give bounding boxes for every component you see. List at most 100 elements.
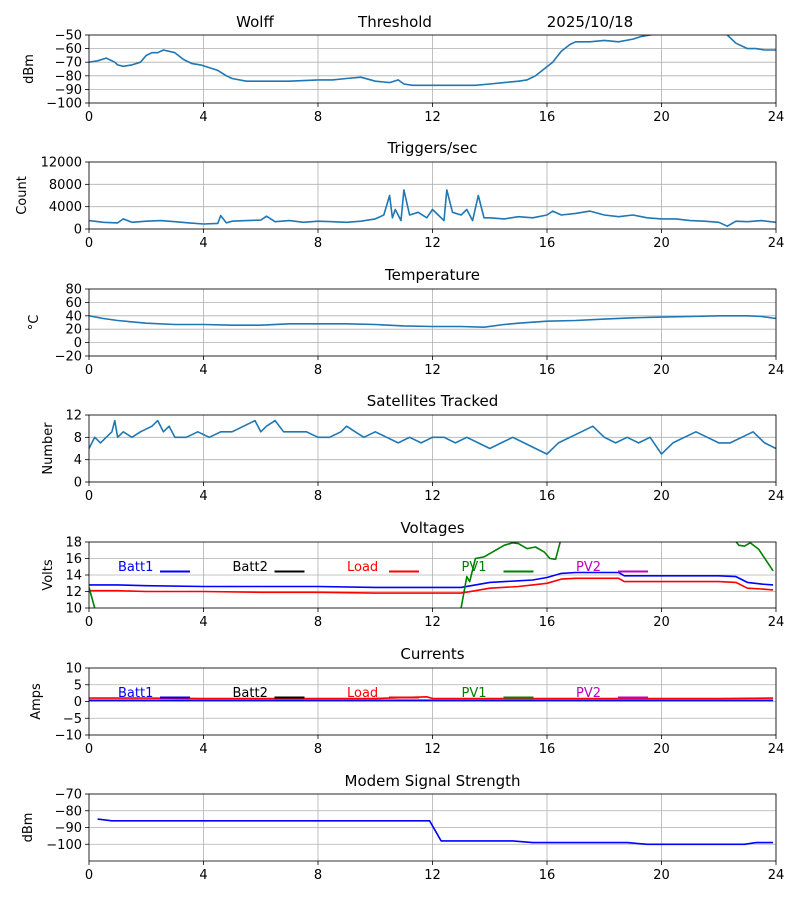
y-tick-label: −90 (55, 821, 82, 836)
x-tick-label: 8 (314, 363, 322, 378)
y-tick-label: −70 (55, 56, 82, 71)
series-group (89, 189, 776, 227)
x-tick-label: 24 (768, 615, 785, 630)
x-tick-label: 4 (199, 236, 207, 251)
x-tick-label: 20 (653, 363, 670, 378)
y-tick-label: 0 (74, 476, 82, 491)
x-tick-label: 0 (85, 868, 93, 883)
x-tick-label: 12 (424, 489, 441, 504)
y-tick-label: 14 (65, 569, 82, 584)
x-tick-label: 16 (539, 489, 556, 504)
y-tick-label: 4 (74, 453, 82, 468)
y-axis-label: dBm (22, 54, 37, 84)
series-line-load (89, 695, 774, 700)
x-tick-label: 20 (653, 742, 670, 757)
series-group (89, 419, 776, 455)
y-tick-label: 12000 (41, 156, 82, 171)
y-tick-label: 10 (65, 602, 82, 617)
y-axis-label: Amps (29, 683, 44, 720)
legend-label-batt2: Batt2 (233, 560, 268, 575)
x-tick-label: 4 (199, 868, 207, 883)
series-group (89, 695, 774, 702)
legend-label-batt1: Batt1 (118, 686, 153, 701)
x-tick-label: 8 (314, 489, 322, 504)
series-line-modem (97, 818, 774, 846)
series-group (97, 818, 774, 846)
y-tick-label: −90 (55, 83, 82, 98)
y-tick-label: 20 (65, 323, 82, 338)
x-tick-label: 12 (424, 236, 441, 251)
y-tick-label: −50 (55, 29, 82, 44)
x-tick-label: 20 (653, 110, 670, 125)
x-tick-label: 12 (424, 615, 441, 630)
x-tick-label: 16 (539, 615, 556, 630)
y-tick-label: −100 (46, 838, 82, 853)
y-tick-label: 12 (65, 409, 82, 424)
x-tick-label: 20 (653, 868, 670, 883)
y-tick-label: −60 (55, 42, 82, 57)
y-axis-label: dBm (21, 813, 36, 843)
x-tick-label: 0 (85, 742, 93, 757)
legend-label-pv2: PV2 (576, 560, 601, 575)
x-tick-label: 24 (768, 363, 785, 378)
x-tick-label: 4 (199, 489, 207, 504)
x-tick-label: 0 (85, 615, 93, 630)
x-tick-label: 16 (539, 868, 556, 883)
x-tick-label: 0 (85, 110, 93, 125)
series-line-satellites (89, 419, 776, 455)
x-tick-label: 24 (768, 489, 785, 504)
legend-label-batt2: Batt2 (233, 686, 268, 701)
x-tick-label: 20 (653, 615, 670, 630)
series-line-pv1 (89, 542, 774, 608)
y-tick-label: 80 (65, 283, 82, 298)
panel-title: Voltages (400, 519, 464, 537)
y-tick-label: 10 (65, 662, 82, 677)
legend-label-pv1: PV1 (462, 686, 487, 701)
y-tick-label: 0 (74, 336, 82, 351)
x-tick-label: 12 (424, 742, 441, 757)
header-date: 2025/10/18 (547, 13, 633, 31)
y-axis-label: Count (15, 176, 30, 215)
y-tick-label: 8 (74, 431, 82, 446)
y-tick-label: −20 (55, 350, 82, 365)
satellites-panel: Satellites Tracked Number 0 4 8 12 16 20 24 0 4 8… (41, 392, 784, 504)
panel-title: Satellites Tracked (367, 392, 498, 410)
y-tick-label: 0 (74, 695, 82, 710)
threshold-panel: dBm 0 4 8 12 16 20 24 −100−90−80−70−60−50 (22, 29, 784, 126)
legend-label-pv2: PV2 (576, 686, 601, 701)
series-line-load (89, 577, 774, 594)
x-tick-label: 0 (85, 489, 93, 504)
modem-panel: Modem Signal Strength dBm 0 4 8 12 16 20 24 −10… (21, 772, 784, 883)
y-tick-label: 16 (65, 552, 82, 567)
x-tick-label: 4 (199, 742, 207, 757)
y-tick-label: 12 (65, 585, 82, 600)
series-line-temperature (89, 314, 776, 329)
legend-label-load: Load (347, 686, 378, 701)
y-tick-label: −100 (46, 97, 82, 112)
x-tick-label: 20 (653, 489, 670, 504)
panel-title: Currents (400, 645, 464, 663)
y-tick-label: −70 (55, 788, 82, 803)
y-tick-label: 4000 (49, 200, 82, 215)
x-tick-label: 12 (424, 363, 441, 378)
series-group (89, 542, 774, 608)
x-tick-label: 0 (85, 363, 93, 378)
x-tick-label: 8 (314, 615, 322, 630)
x-tick-label: 16 (539, 742, 556, 757)
series-line-batt1 (89, 571, 774, 589)
x-tick-label: 8 (314, 236, 322, 251)
y-tick-label: 60 (65, 296, 82, 311)
y-tick-label: 18 (65, 536, 82, 551)
panel-title: Temperature (384, 266, 480, 284)
x-tick-label: 24 (768, 868, 785, 883)
y-tick-label: 40 (65, 309, 82, 324)
legend-label-batt1: Batt1 (118, 560, 153, 575)
series-group (89, 314, 776, 329)
x-tick-label: 12 (424, 110, 441, 125)
header-station: Wolff (236, 13, 274, 31)
y-tick-label: 8000 (49, 178, 82, 193)
y-axis-label: °C (27, 315, 42, 331)
series-line-triggers (89, 189, 776, 227)
x-tick-label: 16 (539, 363, 556, 378)
